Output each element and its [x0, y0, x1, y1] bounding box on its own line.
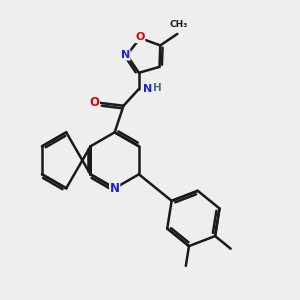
- Text: N: N: [121, 50, 130, 60]
- Text: CH₃: CH₃: [170, 20, 188, 29]
- Text: O: O: [89, 96, 99, 109]
- Text: O: O: [135, 32, 145, 43]
- Text: H: H: [153, 82, 161, 92]
- Text: NH: NH: [143, 84, 161, 94]
- Text: N: N: [110, 182, 120, 195]
